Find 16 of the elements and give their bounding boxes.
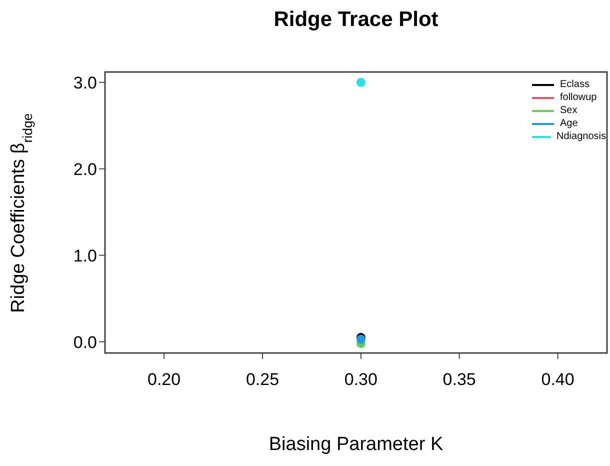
x-axis-title: Biasing Parameter K: [268, 434, 444, 455]
y-tick-label: 3.0: [73, 73, 97, 92]
chart-title: Ridge Trace Plot: [274, 8, 438, 31]
y-tick-label: 0.0: [73, 332, 97, 352]
legend-label: Ndiagnosis: [556, 130, 606, 143]
y-tick-label: 2.0: [73, 160, 97, 179]
legend-label: Eclass: [560, 78, 590, 91]
x-tick-label: 0.40: [541, 370, 574, 390]
legend-label: Sex: [560, 104, 578, 117]
x-tick-label: 0.25: [246, 370, 280, 390]
legend-label: followup: [560, 91, 597, 104]
y-tick-label: 1.0: [73, 246, 97, 266]
x-tick-label: 0.20: [148, 370, 181, 390]
x-tick-label: 0.35: [442, 370, 476, 390]
x-tick-label: 0.30: [344, 370, 378, 390]
legend-label: Age: [560, 117, 578, 130]
